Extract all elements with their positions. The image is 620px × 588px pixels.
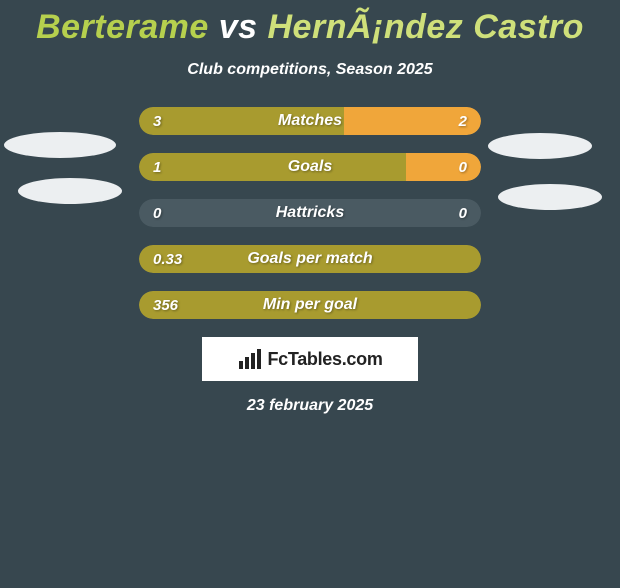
decorative-ellipse xyxy=(4,132,116,158)
decorative-ellipse xyxy=(18,178,122,204)
bar-fill-right xyxy=(344,107,481,135)
fctables-logo: FcTables.com xyxy=(202,337,418,381)
bar-fill-left xyxy=(139,245,481,273)
stat-bar: 356Min per goal xyxy=(139,291,481,319)
decorative-ellipse xyxy=(498,184,602,210)
stat-bar: 32Matches xyxy=(139,107,481,135)
bar-fill-left xyxy=(139,107,344,135)
comparison-date: 23 february 2025 xyxy=(0,397,620,415)
bar-fill-left xyxy=(139,153,406,181)
bar-chart-icon xyxy=(237,347,263,371)
stat-bar: 10Goals xyxy=(139,153,481,181)
stat-bar: 0.33Goals per match xyxy=(139,245,481,273)
title-player1: Berterame xyxy=(36,8,209,46)
bar-track xyxy=(139,199,481,227)
title-vs: vs xyxy=(209,8,268,46)
bar-fill-right xyxy=(406,153,481,181)
stat-bar: 00Hattricks xyxy=(139,199,481,227)
bar-fill-left xyxy=(139,291,481,319)
subtitle: Club competitions, Season 2025 xyxy=(0,61,620,79)
decorative-ellipse xyxy=(488,133,592,159)
title-player2: HernÃ¡ndez Castro xyxy=(268,8,584,46)
comparison-title: Berterame vs HernÃ¡ndez Castro xyxy=(0,8,620,47)
logo-text: FcTables.com xyxy=(267,349,382,370)
